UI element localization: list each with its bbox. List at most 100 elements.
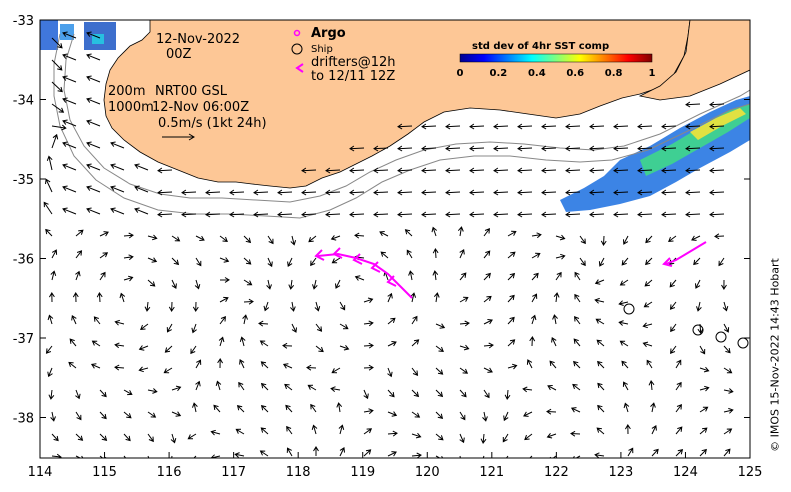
- current-arrow: [47, 367, 53, 378]
- isobath-200m: [63, 33, 750, 203]
- current-arrow: [140, 323, 149, 330]
- colorbar-tick-label: 0: [457, 68, 464, 79]
- product-label: NRT00 GSL: [155, 84, 228, 99]
- current-arrow: [171, 455, 173, 458]
- current-arrow: [147, 433, 154, 443]
- current-arrow: [637, 189, 653, 196]
- current-arrow: [242, 314, 248, 325]
- current-arrow: [210, 429, 221, 436]
- current-arrow: [195, 257, 202, 267]
- current-arrow: [181, 189, 197, 196]
- current-arrow: [51, 124, 67, 131]
- current-arrow: [291, 323, 297, 333]
- current-arrow: [62, 97, 77, 105]
- current-arrow: [555, 271, 562, 281]
- current-arrow: [618, 320, 629, 326]
- current-arrow: [598, 257, 605, 267]
- current-arrow: [195, 235, 205, 241]
- current-arrow: [541, 167, 557, 174]
- current-arrow: [483, 250, 491, 259]
- current-arrow: [286, 425, 293, 435]
- current-arrow: [219, 296, 229, 303]
- current-arrow: [421, 211, 437, 218]
- current-arrow: [642, 341, 653, 348]
- current-arrow: [51, 433, 59, 442]
- current-arrow: [597, 360, 605, 369]
- current-arrow: [45, 345, 53, 354]
- scale-arrow: [162, 133, 195, 141]
- current-arrow: [75, 455, 84, 458]
- current-arrow: [62, 207, 77, 215]
- current-arrow: [123, 455, 127, 458]
- current-arrow: [110, 141, 125, 149]
- current-arrow: [96, 292, 103, 303]
- current-arrow: [675, 449, 684, 457]
- current-arrow: [685, 211, 701, 218]
- current-arrow: [722, 301, 729, 312]
- current-arrow: [661, 145, 677, 152]
- current-arrow: [650, 402, 656, 413]
- current-arrow: [306, 364, 317, 371]
- current-arrow: [236, 405, 245, 413]
- current-arrow: [363, 449, 372, 457]
- isobath-1000m: [53, 33, 750, 219]
- x-tick-label: 125: [738, 465, 763, 480]
- current-arrow: [529, 336, 536, 347]
- current-arrow: [589, 123, 605, 130]
- argo-label: Argo: [311, 26, 346, 41]
- current-arrow: [709, 101, 725, 108]
- current-arrow: [613, 123, 629, 130]
- current-arrow: [645, 235, 653, 244]
- current-arrow: [651, 425, 657, 435]
- current-arrow: [685, 145, 701, 152]
- current-arrow: [325, 189, 341, 196]
- current-arrow: [62, 75, 77, 83]
- current-arrow: [565, 189, 581, 196]
- x-tick-label: 121: [479, 465, 504, 480]
- current-arrow: [314, 301, 321, 312]
- current-arrow: [695, 279, 701, 289]
- current-arrow: [138, 366, 149, 373]
- current-arrow: [267, 257, 273, 268]
- current-arrow: [75, 411, 82, 421]
- current-arrow: [531, 232, 542, 239]
- colorbar-ticks: 0 0.2 0.4 0.6 0.8 1: [457, 68, 656, 79]
- current-arrow: [163, 367, 173, 374]
- current-arrow: [213, 404, 221, 413]
- current-arrow: [354, 232, 365, 239]
- land-area-east: [638, 20, 750, 101]
- current-arrow: [549, 455, 557, 458]
- current-arrow: [459, 344, 470, 351]
- current-arrow: [493, 167, 509, 174]
- y-axis: -33 -34 -35 -36 -37 -38: [13, 14, 750, 427]
- current-arrow: [507, 363, 518, 370]
- current-arrow: [433, 292, 440, 303]
- current-arrow: [219, 316, 226, 325]
- current-arrow: [613, 167, 629, 174]
- current-arrow: [457, 226, 464, 237]
- current-arrow: [669, 279, 677, 288]
- current-arrow: [243, 235, 252, 244]
- current-arrow: [445, 167, 461, 174]
- current-arrow: [253, 189, 269, 196]
- current-arrow: [541, 211, 557, 218]
- ship-label: Ship: [311, 44, 333, 55]
- x-tick-label: 118: [286, 465, 311, 480]
- current-arrow: [331, 257, 341, 264]
- current-arrow: [507, 316, 515, 325]
- current-arrow: [693, 257, 701, 266]
- current-arrow: [483, 295, 492, 303]
- current-arrow: [483, 319, 493, 325]
- current-arrow: [287, 257, 293, 267]
- current-arrow: [171, 411, 182, 417]
- current-arrow: [301, 211, 317, 218]
- current-arrow: [99, 389, 107, 398]
- current-arrow: [75, 270, 81, 281]
- current-arrow: [579, 257, 586, 267]
- current-arrow: [397, 145, 413, 152]
- current-arrow: [709, 145, 725, 152]
- current-arrow: [123, 411, 132, 419]
- y-tick-label: -38: [13, 412, 34, 427]
- current-arrow: [123, 389, 133, 396]
- credit-label: © IMOS 15-Nov-2022 14:43 Hobart: [768, 258, 782, 452]
